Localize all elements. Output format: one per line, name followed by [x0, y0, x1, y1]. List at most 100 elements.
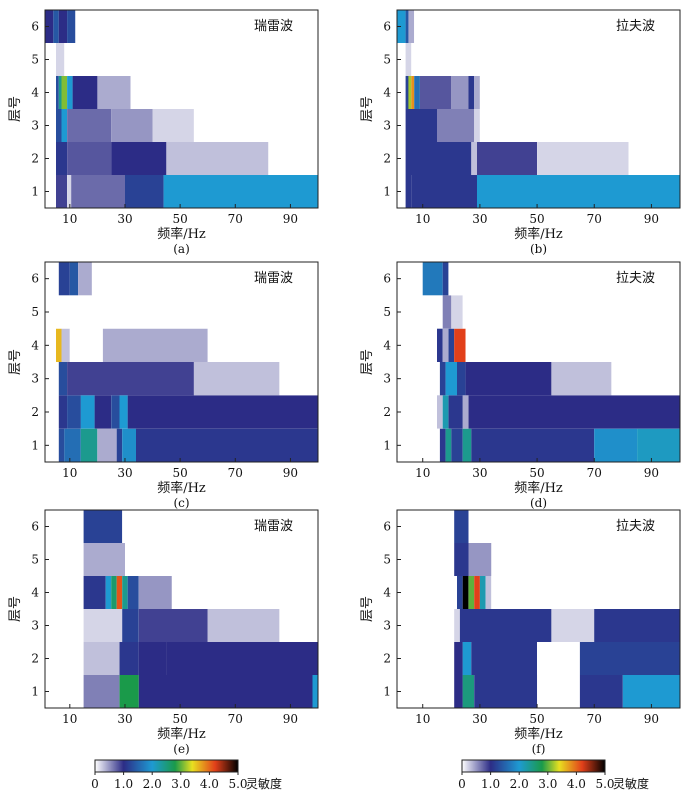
y-tick-label: 2 — [383, 405, 391, 419]
y-tick-label: 1 — [383, 185, 391, 199]
y-tick-label: 3 — [31, 119, 39, 133]
y-axis-label: 层号 — [360, 596, 375, 622]
heatmap-cell — [459, 609, 552, 642]
heatmap-cell — [94, 395, 112, 429]
x-tick-label: 30 — [472, 466, 487, 480]
heatmap-cell — [91, 262, 318, 296]
heatmap-cell — [471, 428, 595, 462]
heatmap-cell — [474, 675, 538, 708]
heatmap-cell — [491, 543, 680, 576]
heatmap-panel: 10 30 50 70 90 1 2 3 4 5 6 频率/Hz(f) 层号 拉夫波 — [360, 509, 681, 756]
heatmap-cell — [405, 76, 409, 109]
heatmap-cell — [474, 576, 480, 609]
heatmap-cell — [138, 675, 313, 708]
heatmap-cell — [166, 642, 318, 675]
x-tick-label: 90 — [283, 466, 298, 480]
colorbar-tick-label: 5.0 — [595, 777, 614, 791]
heatmap-cell — [414, 10, 680, 43]
x-tick-label: 90 — [644, 212, 659, 226]
x-tick-label: 30 — [117, 466, 132, 480]
panel-caption: (a) — [173, 242, 190, 256]
y-tick-label: 2 — [383, 652, 391, 666]
x-tick-label: 10 — [62, 466, 77, 480]
colorbar-tick-label: 2.0 — [510, 777, 529, 791]
heatmap-cell — [75, 10, 318, 43]
heatmap-cell — [119, 642, 139, 675]
x-axis-label: 频率/Hz — [157, 480, 206, 496]
x-tick-label: 50 — [172, 212, 187, 226]
y-axis-label: 层号 — [8, 349, 23, 375]
y-tick-label: 4 — [383, 586, 391, 600]
heatmap-cell — [439, 362, 446, 396]
x-tick-label: 30 — [472, 712, 487, 726]
x-tick-label: 50 — [529, 212, 544, 226]
heatmap-panel: 10 30 50 70 90 1 2 3 4 5 6 频率/Hz(a) 层号 瑞雷波 — [8, 9, 319, 256]
heatmap-cell — [78, 262, 92, 296]
y-tick-label: 6 — [383, 20, 391, 34]
heatmap-cell — [454, 543, 469, 576]
heatmap-cell — [405, 175, 412, 208]
heatmap-cell — [58, 395, 68, 429]
y-tick-label: 5 — [31, 553, 39, 567]
heatmap-cell — [61, 76, 67, 109]
heatmap-cell — [457, 576, 463, 609]
heatmap-cell — [64, 428, 81, 462]
heatmap-cell — [83, 675, 120, 708]
heatmap-cell — [83, 543, 125, 576]
y-tick-label: 3 — [31, 372, 39, 386]
heatmap-cell — [462, 295, 680, 329]
colorbar-label: 灵敏度 — [246, 776, 282, 791]
heatmap-cell — [454, 328, 466, 362]
heatmap-cell — [411, 43, 680, 76]
heatmap-cell — [116, 576, 123, 609]
heatmap-cell — [279, 609, 318, 642]
heatmap-cell — [454, 642, 463, 675]
colorbar-tick-label: 0 — [91, 777, 99, 791]
heatmap-cell — [67, 362, 194, 396]
heatmap-cell — [268, 142, 318, 175]
x-tick-label: 50 — [172, 466, 187, 480]
heatmap-cell — [67, 76, 73, 109]
y-tick-label: 3 — [383, 372, 391, 386]
x-tick-label: 30 — [472, 212, 487, 226]
x-tick-label: 10 — [415, 466, 430, 480]
heatmap-cell — [122, 576, 128, 609]
x-axis-label: 频率/Hz — [514, 226, 563, 242]
heatmap-cell — [127, 395, 318, 429]
heatmap-panel: 10 30 50 70 90 1 2 3 4 5 6 频率/Hz(d) 层号 拉夫波 — [360, 261, 681, 510]
heatmap-cell — [454, 510, 469, 543]
heatmap-cell — [130, 76, 318, 109]
heatmap-cell — [465, 328, 680, 362]
y-tick-label: 4 — [31, 86, 39, 100]
y-tick-label: 2 — [31, 152, 39, 166]
heatmap-cell — [138, 609, 208, 642]
x-axis-label: 频率/Hz — [514, 480, 563, 496]
y-tick-label: 1 — [31, 185, 39, 199]
colorbar-tick-label: 4.0 — [567, 777, 586, 791]
heatmap-cell — [105, 576, 112, 609]
heatmap-cell — [491, 576, 680, 609]
heatmap-cell — [454, 609, 460, 642]
heatmap-cell — [462, 675, 475, 708]
y-tick-label: 2 — [31, 652, 39, 666]
y-tick-label: 6 — [383, 272, 391, 286]
heatmap-cell — [422, 262, 443, 296]
heatmap-cell — [207, 609, 280, 642]
x-tick-label: 90 — [283, 212, 298, 226]
heatmap-cell — [451, 295, 463, 329]
heatmap-cell — [80, 428, 98, 462]
panel-caption: (f) — [532, 742, 546, 756]
heatmap-cell — [69, 328, 103, 362]
heatmap-cell — [474, 76, 480, 109]
x-tick-label: 10 — [415, 212, 430, 226]
heatmap-cell — [468, 395, 680, 429]
plot-frame — [396, 509, 681, 709]
heatmap-cell — [58, 262, 70, 296]
heatmap-cell — [448, 262, 680, 296]
heatmap-cell — [594, 609, 680, 642]
heatmap-cell — [454, 675, 463, 708]
heatmap-cell — [67, 395, 81, 429]
colorbar-tick-label: 3.0 — [538, 777, 557, 791]
